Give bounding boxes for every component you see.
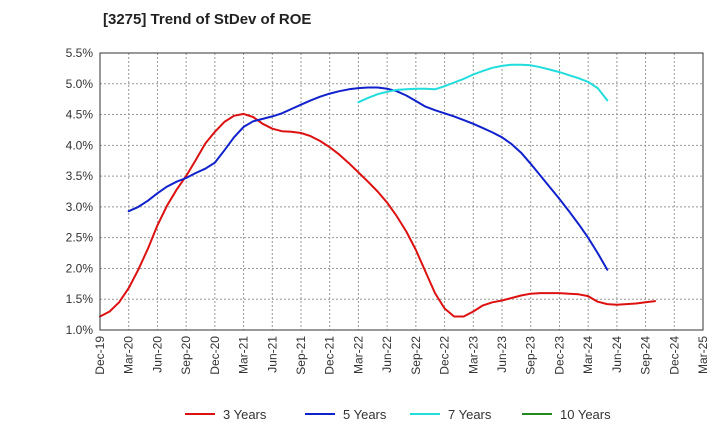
series-line-5-years bbox=[127, 86, 609, 271]
x-tick-label: Mar-20 bbox=[122, 336, 136, 374]
y-tick-label: 4.0% bbox=[66, 138, 94, 152]
y-tick-label: 4.5% bbox=[66, 108, 94, 122]
x-tick-label: Mar-21 bbox=[237, 336, 251, 374]
x-tick-label: Sep-21 bbox=[294, 336, 308, 375]
x-tick-label: Mar-22 bbox=[351, 336, 365, 374]
x-tick-label: Sep-20 bbox=[179, 336, 193, 375]
y-tick-label: 1.0% bbox=[66, 323, 94, 337]
x-tick-label: Jun-24 bbox=[610, 336, 624, 373]
y-axis-labels: 1.0% 1.5% 2.0% 2.5% 3.0% 3.5% 4.0% 4.5% 5.0% 5.5% bbox=[66, 46, 94, 337]
x-tick-label: Jun-23 bbox=[495, 336, 509, 373]
x-tick-label: Mar-23 bbox=[466, 336, 480, 374]
x-tick-label: Sep-23 bbox=[524, 336, 538, 375]
legend-label-3-years: 3 Years bbox=[223, 407, 267, 422]
chart-title: [3275] Trend of StDev of ROE bbox=[103, 11, 312, 28]
series-layer bbox=[99, 63, 657, 318]
x-tick-label: Sep-22 bbox=[409, 336, 423, 375]
x-tick-label: Jun-22 bbox=[380, 336, 394, 373]
y-tick-label: 5.5% bbox=[66, 46, 94, 60]
grid-layer bbox=[99, 52, 704, 331]
y-tick-label: 2.5% bbox=[66, 231, 94, 245]
x-tick-label: Dec-22 bbox=[438, 336, 452, 375]
legend-label-5-years: 5 Years bbox=[343, 407, 387, 422]
plot-frame bbox=[99, 52, 704, 331]
y-tick-label: 3.5% bbox=[66, 169, 94, 183]
series-line-3-years bbox=[99, 112, 657, 318]
x-tick-label: Mar-25 bbox=[696, 336, 710, 374]
series-line-7-years bbox=[357, 63, 609, 104]
x-tick-label: Sep-24 bbox=[639, 336, 653, 375]
x-tick-label: Jun-20 bbox=[150, 336, 164, 373]
legend: 3 Years 5 Years 7 Years 10 Years bbox=[185, 407, 611, 422]
y-tick-label: 3.0% bbox=[66, 200, 94, 214]
x-tick-label: Dec-19 bbox=[93, 336, 107, 375]
y-tick-label: 5.0% bbox=[66, 77, 94, 91]
x-tick-label: Dec-20 bbox=[208, 336, 222, 375]
x-tick-label: Jun-21 bbox=[265, 336, 279, 373]
x-tick-label: Dec-21 bbox=[323, 336, 337, 375]
y-tick-label: 1.5% bbox=[66, 292, 94, 306]
x-tick-label: Mar-24 bbox=[581, 336, 595, 374]
y-tick-label: 2.0% bbox=[66, 261, 94, 275]
x-axis-labels: Dec-19 Mar-20 Jun-20 Sep-20 Dec-20 Mar-21 Jun-… bbox=[93, 336, 710, 375]
x-tick-label: Dec-23 bbox=[552, 336, 566, 375]
x-tick-label: Dec-24 bbox=[667, 336, 681, 375]
legend-label-7-years: 7 Years bbox=[448, 407, 492, 422]
legend-label-10-years: 10 Years bbox=[560, 407, 611, 422]
